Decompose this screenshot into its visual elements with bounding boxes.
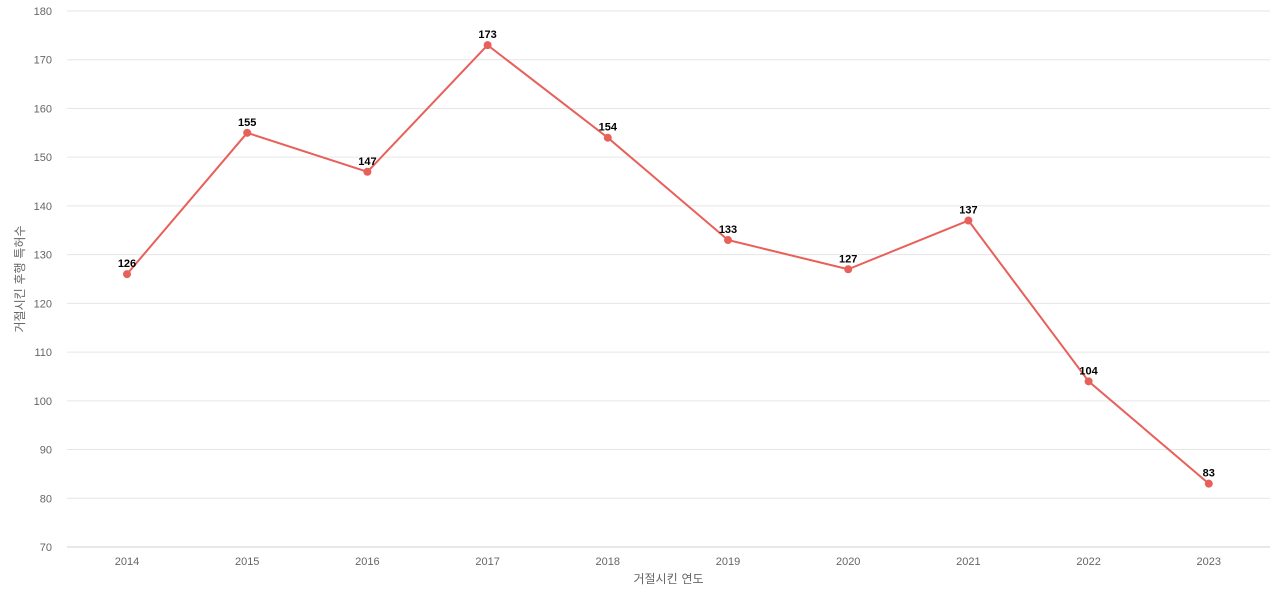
- x-tick-label: 2018: [596, 556, 620, 568]
- data-label: 137: [959, 205, 977, 217]
- data-point: [483, 41, 492, 50]
- y-tick-label: 110: [34, 347, 52, 359]
- data-label: 104: [1079, 365, 1098, 377]
- data-point: [243, 128, 252, 137]
- data-label: 173: [478, 29, 496, 41]
- data-point: [844, 265, 853, 274]
- x-tick-label: 2022: [1076, 556, 1100, 568]
- data-point: [363, 167, 372, 176]
- data-point: [603, 133, 612, 142]
- data-label: 126: [118, 258, 136, 270]
- x-axis: 2014 2015 2016 2017 2018 2019 2020 2021 2022 2023: [115, 556, 1221, 568]
- y-tick-label: 120: [34, 298, 52, 310]
- data-label: 127: [839, 253, 857, 265]
- data-label: 154: [599, 122, 618, 134]
- series-layer: [123, 41, 1213, 488]
- series-line: [126, 44, 1210, 485]
- x-tick-label: 2017: [475, 556, 499, 568]
- x-tick-label: 2019: [716, 556, 740, 568]
- data-label: 83: [1203, 468, 1215, 480]
- y-tick-label: 70: [40, 542, 52, 554]
- x-tick-label: 2023: [1197, 556, 1221, 568]
- data-point: [123, 270, 131, 279]
- y-tick-label: 170: [34, 55, 52, 67]
- data-point: [724, 236, 732, 245]
- y-tick-label: 100: [34, 396, 52, 408]
- y-axis: 70 80 90 100 110 120 130 140 150 160 170 180: [34, 6, 52, 554]
- y-tick-label: 180: [34, 6, 52, 18]
- y-tick-label: 140: [34, 201, 52, 213]
- y-tick-label: 130: [34, 250, 52, 262]
- data-point: [1204, 479, 1213, 488]
- data-label-layer: 126 155 147 173 154 133 127 137 104 83: [118, 29, 1215, 480]
- data-label: 147: [358, 156, 376, 168]
- x-tick-label: 2015: [235, 556, 259, 568]
- x-tick-label: 2021: [956, 556, 980, 568]
- data-label: 155: [238, 117, 256, 129]
- data-point: [1084, 377, 1093, 386]
- data-point: [964, 216, 973, 225]
- data-label: 133: [719, 224, 737, 236]
- y-tick-label: 150: [34, 152, 52, 164]
- grid-layer: [67, 10, 1270, 548]
- x-tick-label: 2016: [355, 556, 379, 568]
- x-tick-label: 2014: [115, 556, 139, 568]
- x-tick-label: 2020: [836, 556, 860, 568]
- y-tick-label: 160: [34, 103, 52, 115]
- y-tick-label: 90: [40, 445, 52, 457]
- y-axis-title: 거절시킨 후행 특허수: [12, 226, 27, 333]
- x-axis-title: 거절시킨 연도: [633, 572, 703, 586]
- y-tick-label: 80: [40, 493, 52, 505]
